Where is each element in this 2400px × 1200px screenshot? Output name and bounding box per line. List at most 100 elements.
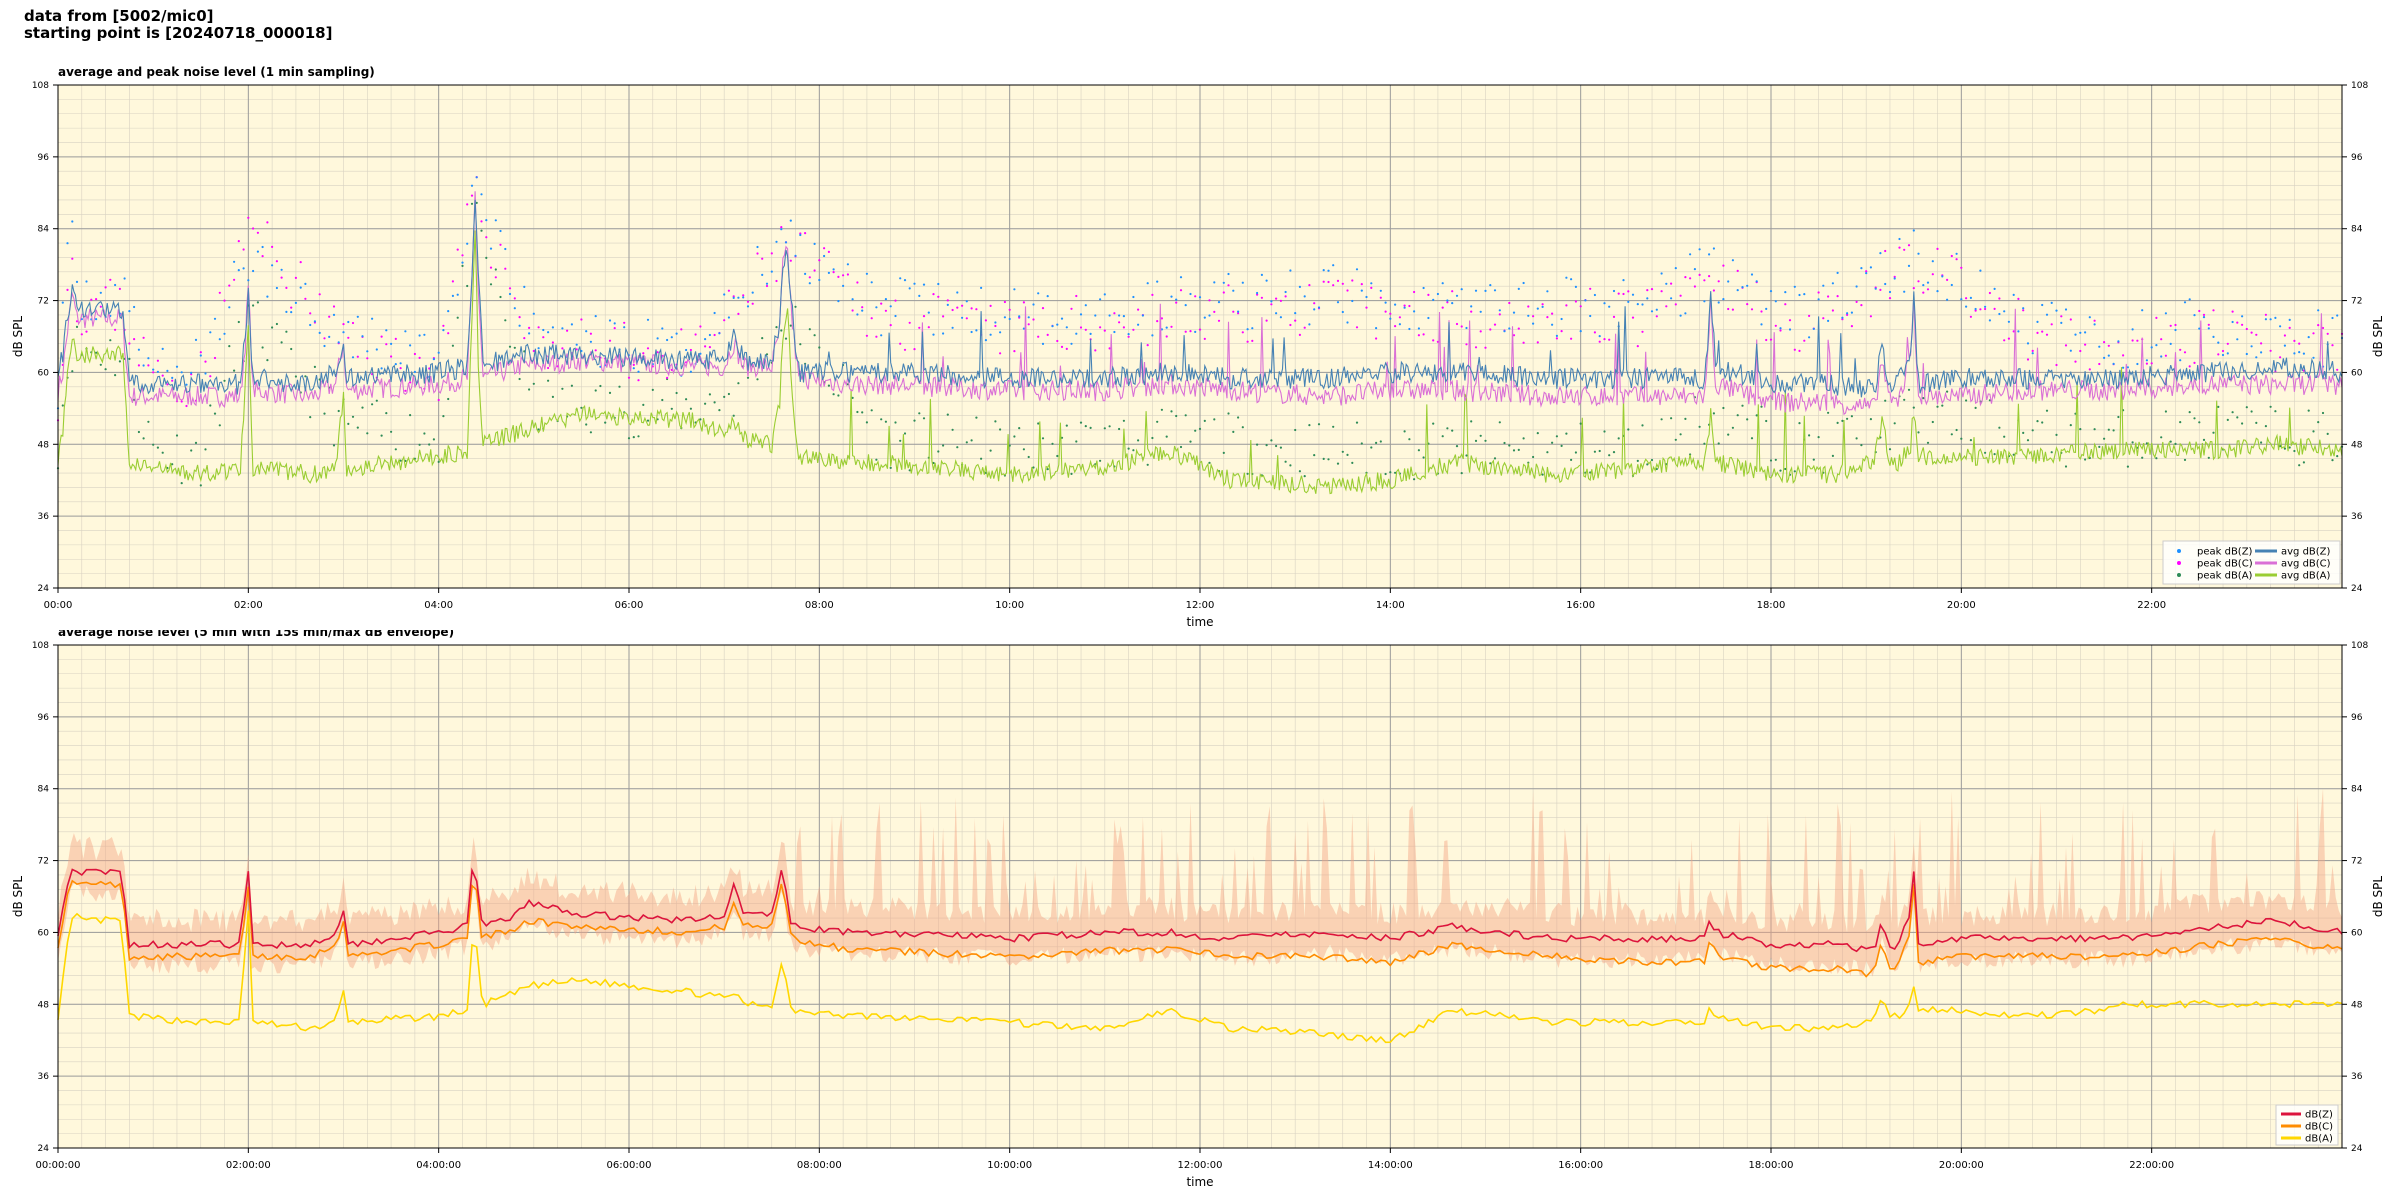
peak-point: [1079, 421, 1083, 424]
legend-box: [2162, 540, 2341, 585]
peak-point: [594, 349, 597, 352]
peak-point: [1170, 325, 1173, 328]
peak-point: [794, 254, 797, 257]
peak-point: [1422, 456, 1425, 459]
peak-point: [713, 311, 716, 315]
peak-point: [708, 333, 712, 337]
peak-point: [1884, 399, 1887, 402]
peak-point: [2164, 410, 2167, 413]
peak-point: [723, 319, 726, 322]
peak-point: [2055, 363, 2058, 367]
peak-point: [1750, 308, 1754, 311]
peak-point: [808, 328, 811, 331]
peak-point: [2150, 362, 2153, 365]
peak-point: [261, 346, 264, 349]
peak-point: [1803, 339, 1806, 342]
x-tick-label: 14:00: [1376, 600, 1405, 611]
peak-point: [1503, 330, 1506, 333]
peak-point: [1417, 327, 1420, 330]
peak-point: [2041, 303, 2044, 307]
peak-point: [737, 312, 740, 315]
peak-point: [932, 461, 935, 465]
peak-point: [956, 291, 959, 294]
x-tick-label: 12:00:00: [1178, 1160, 1223, 1171]
peak-point: [2283, 334, 2286, 337]
peak-point: [285, 310, 288, 313]
peak-point: [1336, 279, 1340, 282]
peak-point: [1298, 470, 1301, 473]
peak-point: [1622, 279, 1625, 282]
peak-point: [1375, 327, 1378, 330]
series-peakdbz: [56, 176, 2344, 410]
peak-point: [394, 337, 397, 340]
peak-point: [532, 349, 535, 353]
peak-point: [1984, 305, 1987, 308]
peak-point: [704, 338, 707, 341]
peak-point: [380, 335, 383, 338]
peak-point: [632, 367, 635, 370]
peak-point: [1741, 404, 1744, 407]
peak-point: [689, 407, 693, 410]
peak-point: [1565, 432, 1568, 435]
peak-point: [2336, 314, 2339, 317]
peak-point: [213, 317, 217, 320]
peak-point: [970, 439, 973, 442]
peak-point: [756, 245, 759, 249]
peak-point: [504, 247, 507, 251]
legend-label: avg dB(Z): [2281, 547, 2331, 558]
y-tick-label: 96: [38, 153, 50, 163]
peak-point: [1603, 338, 1606, 341]
peak-point: [1422, 333, 1425, 336]
peak-point: [2241, 323, 2244, 326]
peak-point: [266, 295, 269, 298]
peak-point: [1560, 444, 1563, 447]
peak-point: [1888, 290, 1892, 294]
peak-point: [585, 423, 588, 426]
peak-point: [1118, 321, 1121, 324]
peak-point: [1432, 298, 1435, 301]
peak-point: [956, 446, 959, 449]
peak-point: [1836, 421, 1839, 424]
peak-point: [1803, 293, 1806, 296]
peak-point: [147, 357, 150, 360]
peak-point: [2003, 339, 2006, 342]
peak-point: [323, 412, 326, 415]
peak-point: [123, 277, 126, 280]
peak-point: [746, 376, 750, 379]
peak-point: [1227, 412, 1230, 415]
peak-point: [204, 360, 207, 363]
peak-point: [813, 269, 816, 272]
peak-point: [1151, 293, 1154, 296]
peak-point: [1950, 433, 1953, 436]
peak-point: [1146, 282, 1149, 285]
peak-point: [199, 351, 202, 354]
peak-point: [466, 284, 469, 288]
peak-point: [1465, 343, 1468, 346]
peak-point: [1736, 269, 1739, 272]
peak-point: [1308, 284, 1311, 287]
peak-point: [2079, 349, 2082, 353]
peak-point: [1132, 328, 1135, 331]
peak-point: [128, 310, 131, 313]
peak-point: [1432, 339, 1435, 342]
peak-point: [280, 341, 283, 344]
peak-point: [913, 282, 916, 285]
series-line-avgdbz: [57, 199, 2343, 398]
peak-point: [1888, 448, 1892, 451]
peak-point: [1341, 282, 1344, 285]
peak-point: [1727, 433, 1730, 436]
peak-point: [237, 320, 240, 324]
peak-point: [1841, 316, 1844, 319]
peak-point: [418, 443, 421, 446]
peak-point: [280, 276, 283, 279]
peak-point: [99, 291, 102, 294]
peak-point: [247, 279, 250, 282]
chart-title: average noise level (5 min with 15s min/…: [58, 630, 454, 639]
peak-point: [1831, 309, 1834, 312]
peak-point: [913, 419, 916, 422]
peak-point: [442, 324, 445, 327]
peak-point: [1936, 247, 1939, 250]
peak-point: [1303, 475, 1306, 478]
peak-point: [399, 459, 402, 462]
peak-point: [899, 277, 902, 280]
